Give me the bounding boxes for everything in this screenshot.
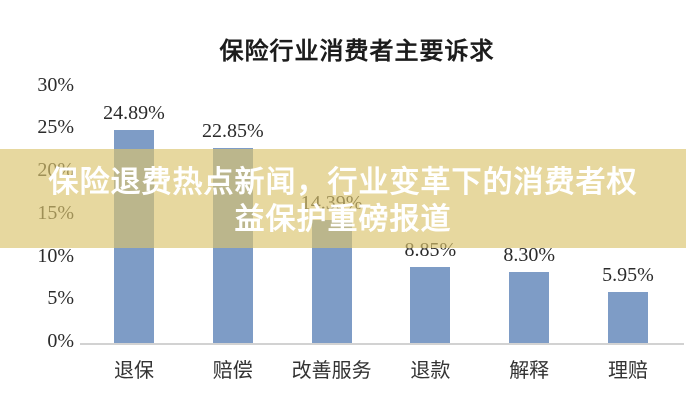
y-axis-tick-5%: 5% — [47, 287, 74, 310]
category-label-退款: 退款 — [410, 360, 451, 382]
y-axis-tick-30%: 30% — [37, 73, 74, 96]
bar-value-label-退保: 24.89% — [103, 102, 165, 124]
headline-line-1: 保险退费热点新闻，行业变革下的消费者权 — [48, 166, 638, 199]
category-label-赔偿: 赔偿 — [212, 360, 253, 382]
category-label-解释: 解释 — [509, 360, 550, 382]
headline-line-2: 益保护重磅报道 — [234, 203, 452, 236]
y-axis-tick-10%: 10% — [37, 244, 74, 267]
news-headline-banner: 保险退费热点新闻，行业变革下的消费者权 益保护重磅报道 — [0, 149, 686, 248]
bar-解释 — [509, 272, 550, 343]
category-label-理赔: 理赔 — [608, 360, 648, 382]
chart-title: 保险行业消费者主要诉求 — [219, 38, 495, 65]
x-axis-line — [80, 343, 684, 345]
bar-value-label-赔偿: 22.85% — [201, 120, 264, 142]
bar-退款 — [410, 267, 451, 343]
bar-value-label-解释: 8.30% — [503, 244, 556, 266]
category-label-改善服务: 改善服务 — [291, 360, 372, 382]
y-axis-tick-25%: 25% — [37, 116, 74, 139]
bar-value-label-理赔: 5.95% — [602, 264, 654, 286]
bar-理赔 — [608, 292, 648, 343]
y-axis-tick-0%: 0% — [47, 330, 74, 352]
category-label-退保: 退保 — [114, 360, 154, 382]
